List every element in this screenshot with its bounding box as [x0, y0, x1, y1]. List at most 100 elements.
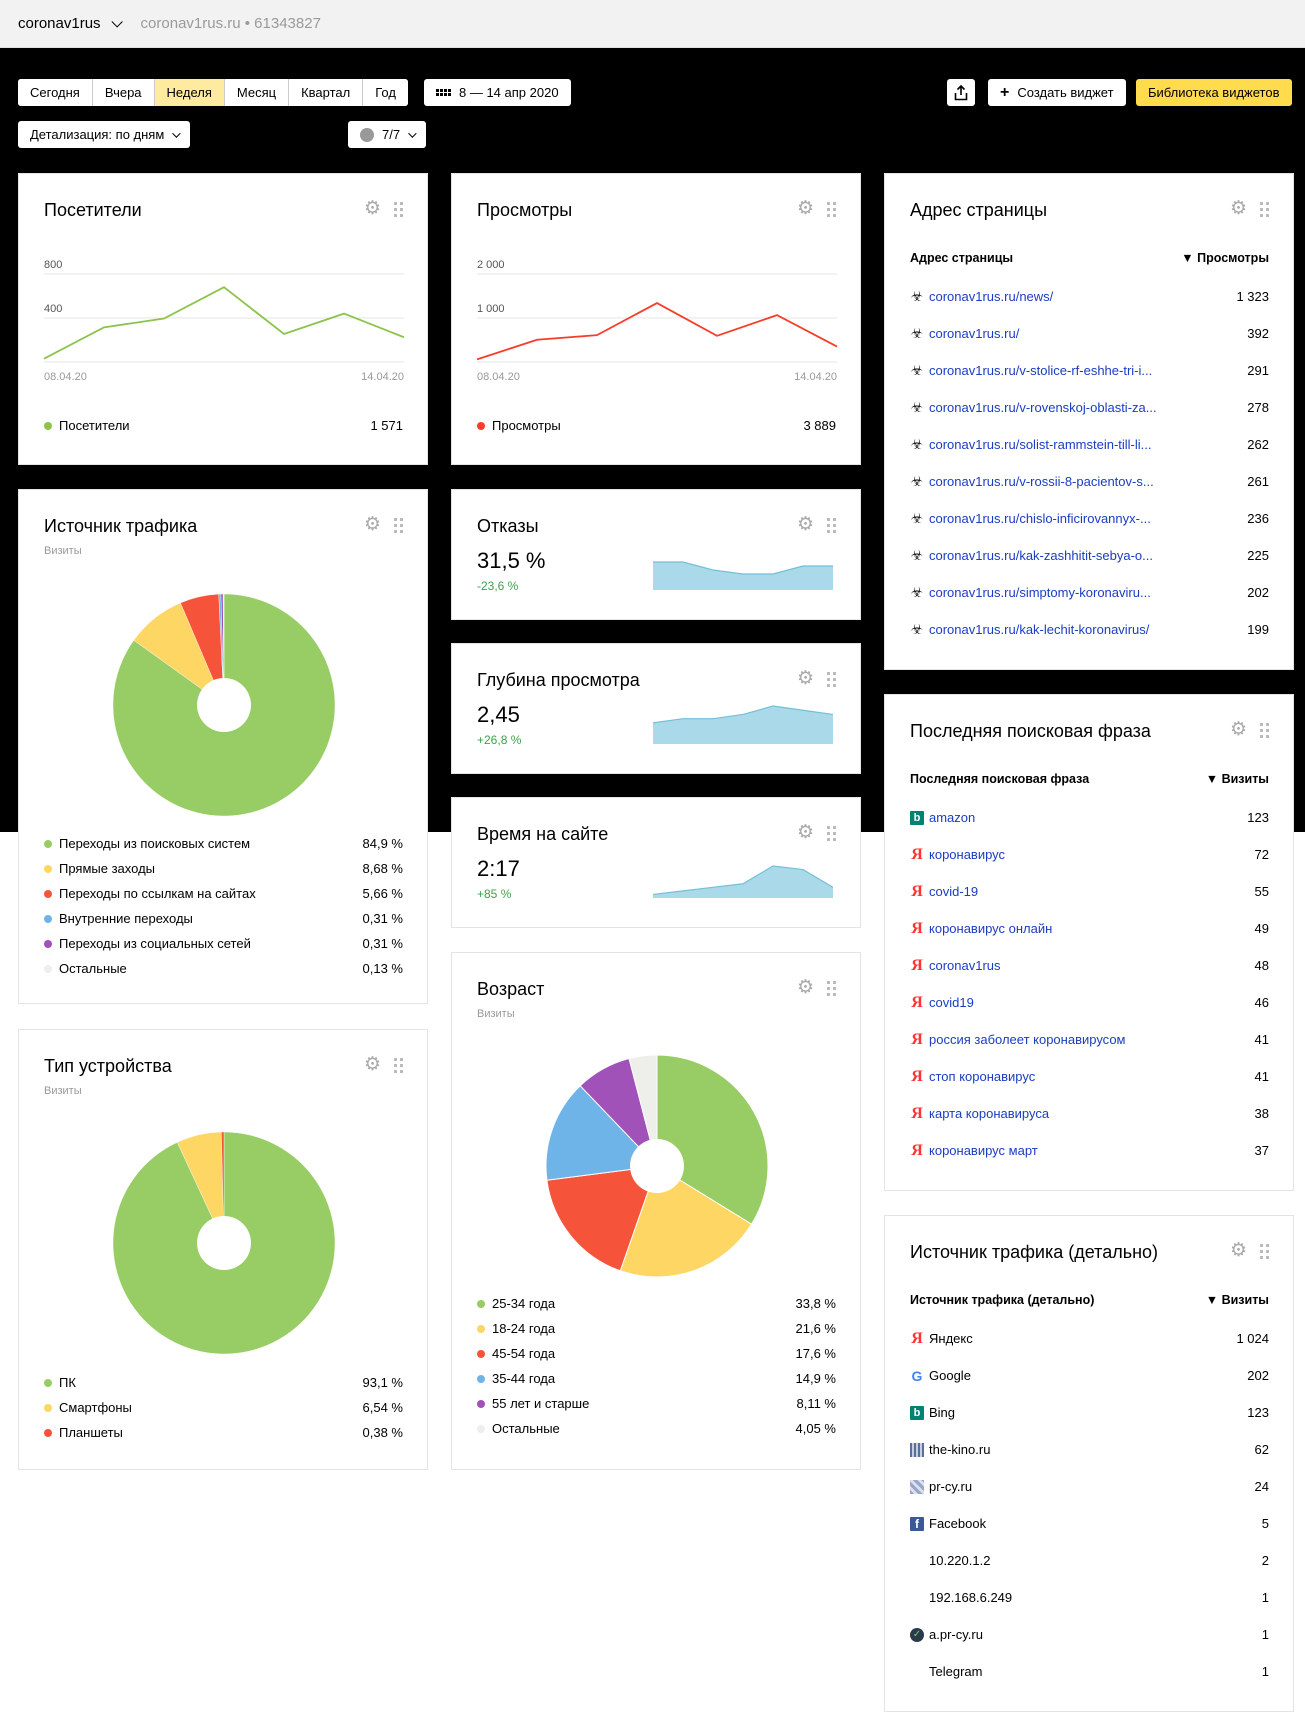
period-button[interactable]: Квартал	[289, 79, 364, 106]
row-link[interactable]: amazon	[929, 810, 976, 825]
row-link[interactable]: coronav1rus.ru/news/	[929, 289, 1054, 304]
drag-handle-icon[interactable]	[827, 980, 836, 996]
legend-row[interactable]: 25-34 года 33,8 %	[477, 1291, 836, 1316]
legend-dot	[477, 1374, 485, 1383]
period-button[interactable]: Вчера	[92, 79, 155, 106]
period-button[interactable]: Неделя	[154, 79, 225, 106]
drag-handle-icon[interactable]	[1260, 722, 1269, 738]
legend-row[interactable]: Остальные 0,13 %	[44, 956, 403, 981]
row-link[interactable]: россия заболеет коронавирусом	[929, 1032, 1126, 1047]
drag-handle-icon[interactable]	[394, 1057, 403, 1073]
row-link[interactable]: covid19	[929, 995, 974, 1010]
pie-slice[interactable]	[222, 593, 225, 706]
legend-label: Переходы из поисковых систем	[59, 836, 251, 851]
row-link[interactable]: coronav1rus.ru/v-stolice-rf-eshhe-tri-i.…	[929, 363, 1153, 378]
pie-slice[interactable]	[628, 1054, 658, 1167]
legend-row[interactable]: Смартфоны 6,54 %	[44, 1395, 403, 1420]
gear-icon[interactable]: ⚙	[364, 198, 382, 219]
row-link[interactable]: стоп коронавирус	[929, 1069, 1036, 1084]
pie-slice[interactable]	[656, 1054, 769, 1225]
gear-icon[interactable]: ⚙	[797, 668, 815, 689]
pie-slice[interactable]	[221, 1131, 225, 1244]
gear-icon[interactable]: ⚙	[797, 514, 815, 535]
row-link[interactable]: коронавирус март	[929, 1143, 1038, 1158]
widget-title: Источник трафика	[44, 516, 198, 536]
row-link[interactable]: coronav1rus.ru/chislo-inficirovannyx-...	[929, 511, 1151, 526]
sort-column-header[interactable]: ▼ Визиты	[1205, 1293, 1269, 1307]
page-address-widget: Адрес страницы ⚙ Адрес страницы ▼ Просмот…	[884, 173, 1294, 670]
legend-total: 1 571	[370, 418, 403, 433]
drag-handle-icon[interactable]	[1260, 1243, 1269, 1259]
legend-label: 35-44 года	[492, 1371, 556, 1386]
chevron-down-icon	[408, 128, 417, 138]
gear-icon[interactable]: ⚙	[797, 198, 815, 219]
legend-row[interactable]: Переходы по ссылкам на сайтах 5,66 %	[44, 881, 403, 906]
legend-row[interactable]: Прямые заходы 8,68 %	[44, 856, 403, 881]
legend-row[interactable]: ПК 93,1 %	[44, 1370, 403, 1395]
period-button[interactable]: Год	[363, 79, 408, 106]
legend-label: Переходы из социальных сетей	[59, 936, 251, 951]
row-label: Google	[929, 1368, 971, 1383]
row-link[interactable]: coronav1rus.ru/v-rovenskoj-oblasti-za...	[929, 400, 1157, 415]
drag-handle-icon[interactable]	[394, 517, 403, 533]
view-depth-widget: Глубина просмотра ⚙ 2,45 +26,8 %	[451, 643, 861, 774]
row-link[interactable]: coronav1rus.ru/solist-rammstein-till-li.…	[929, 437, 1152, 452]
pie-slice[interactable]	[546, 1165, 658, 1272]
row-link[interactable]: covid-19	[929, 884, 979, 899]
legend-row[interactable]: Остальные 4,05 %	[477, 1416, 836, 1441]
gear-icon[interactable]: ⚙	[797, 822, 815, 843]
row-link[interactable]: карта коронавируса	[929, 1106, 1050, 1121]
row-link[interactable]: coronav1rus.ru/simptomy-koronaviru...	[929, 585, 1151, 600]
row-link[interactable]: coronav1rus.ru/kak-zashhitit-sebya-o...	[929, 548, 1153, 563]
drag-handle-icon[interactable]	[827, 671, 836, 687]
period-button[interactable]: Сегодня	[18, 79, 93, 106]
pie-slice[interactable]	[545, 1085, 659, 1181]
legend-row[interactable]: Переходы из поисковых систем 84,9 %	[44, 831, 403, 856]
drag-handle-icon[interactable]	[827, 825, 836, 841]
legend-row[interactable]: 18-24 года 21,6 %	[477, 1316, 836, 1341]
sort-column-header[interactable]: ▼ Просмотры	[1181, 251, 1269, 265]
drag-handle-icon[interactable]	[394, 201, 403, 217]
legend-row[interactable]: 55 лет и старше 8,11 %	[477, 1391, 836, 1416]
drag-handle-icon[interactable]	[827, 517, 836, 533]
gear-icon[interactable]: ⚙	[1230, 1240, 1248, 1261]
legend-row[interactable]: Внутренние переходы 0,31 %	[44, 906, 403, 931]
row-link[interactable]: coronav1rus	[929, 958, 1001, 973]
gear-icon[interactable]: ⚙	[1230, 198, 1248, 219]
legend-dot	[44, 864, 52, 873]
row-link[interactable]: коронавирус	[929, 847, 1006, 862]
pie-slice[interactable]	[619, 1165, 753, 1278]
drag-handle-icon[interactable]	[827, 201, 836, 217]
gear-icon[interactable]: ⚙	[364, 1054, 382, 1075]
legend-row[interactable]: Планшеты 0,38 %	[44, 1420, 403, 1445]
export-button[interactable]	[947, 79, 975, 106]
detail-dropdown[interactable]: Детализация: по дням	[18, 121, 191, 148]
kpi-delta: +85 %	[477, 887, 512, 901]
legend-row[interactable]: 45-54 года 17,6 %	[477, 1341, 836, 1366]
traffic-source-widget: Источник трафика Визиты ⚙ Переходы из по…	[18, 489, 428, 1004]
row-value: 262	[1247, 437, 1269, 452]
date-range-button[interactable]: 8 — 14 апр 2020	[424, 79, 571, 106]
row-link[interactable]: coronav1rus.ru/v-rossii-8-pacientov-s...	[929, 474, 1154, 489]
sort-column-header[interactable]: ▼ Визиты	[1205, 772, 1269, 786]
row-link[interactable]: coronav1rus.ru/	[929, 326, 1020, 341]
gear-icon[interactable]: ⚙	[1230, 719, 1248, 740]
row-link[interactable]: coronav1rus.ru/kak-lechit-koronavirus/	[929, 622, 1150, 637]
widget-library-button[interactable]: Библиотека виджетов	[1136, 79, 1292, 106]
gear-icon[interactable]: ⚙	[797, 977, 815, 998]
drag-handle-icon[interactable]	[1260, 201, 1269, 217]
widget-tools: ⚙	[364, 514, 403, 535]
gear-icon[interactable]: ⚙	[364, 514, 382, 535]
kpi-value: 31,5 %	[477, 548, 546, 573]
widget-tools: ⚙	[797, 668, 836, 689]
create-widget-button[interactable]: + Создать виджет	[988, 79, 1126, 106]
legend-row[interactable]: 35-44 года 14,9 %	[477, 1366, 836, 1391]
row-label: 192.168.6.249	[929, 1590, 1013, 1605]
counter-selector[interactable]: coronav1rus	[18, 15, 123, 32]
widget-visibility-dropdown[interactable]: 7/7	[348, 121, 427, 148]
legend-row[interactable]: Переходы из социальных сетей 0,31 %	[44, 931, 403, 956]
legend-value: 93,1 %	[362, 1375, 403, 1390]
row-link[interactable]: коронавирус онлайн	[929, 921, 1053, 936]
chart-legend: ПК 93,1 % Смартфоны 6,54 % Планшеты 0,38 %	[44, 1370, 403, 1445]
period-button[interactable]: Месяц	[224, 79, 290, 106]
